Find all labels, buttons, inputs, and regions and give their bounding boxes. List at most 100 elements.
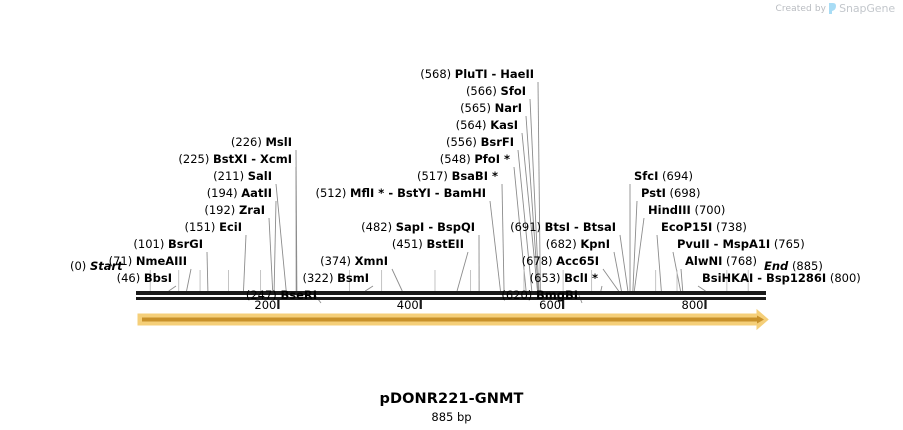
ruler-number: 400 (396, 298, 419, 312)
enzyme-name: MslI (265, 135, 292, 149)
enzyme-label: (566) SfoI (466, 85, 526, 98)
enzyme-label: SfcI (694) (634, 170, 693, 183)
enzyme-label: (512) MflI * - BstYI - BamHI (315, 187, 486, 200)
enzyme-label: (620) BmgBI (501, 289, 578, 302)
enzyme-name: BsrFI (480, 135, 514, 149)
enzyme-label: (192) ZraI (204, 204, 265, 217)
enzyme-name: BtsI - BtsaI (544, 220, 616, 234)
enzyme-position: (800) (829, 271, 861, 285)
enzyme-position: (46) (116, 271, 141, 285)
enzyme-name: SfcI (634, 169, 659, 183)
enzyme-position: (691) (510, 220, 542, 234)
enzyme-leader-line (168, 285, 177, 292)
enzyme-position: (768) (726, 254, 757, 268)
enzyme-name: BsmI (337, 271, 369, 285)
enzyme-name: BclI * (564, 271, 598, 285)
enzyme-label: (451) BstEII (392, 238, 464, 251)
enzyme-label: (653) BclI * (530, 272, 598, 285)
enzyme-position: (211) (213, 169, 245, 183)
enzyme-name: BseRI (280, 288, 317, 302)
enzyme-position: (322) (302, 271, 334, 285)
enzyme-leader-line (206, 251, 209, 292)
enzyme-label: PstI (698) (641, 187, 700, 200)
orf-arrow (137, 308, 769, 331)
enzyme-position: (738) (715, 220, 747, 234)
enzyme-position: (556) (445, 135, 477, 149)
enzyme-label: (517) BsaBI * (417, 170, 498, 183)
enzyme-position: (564) (455, 118, 487, 132)
enzyme-leader-line (273, 200, 277, 292)
enzyme-position: (451) (391, 237, 423, 251)
enzyme-name: EcoP15I (661, 220, 713, 234)
enzyme-name: AatII (241, 186, 272, 200)
enzyme-position: (568) (420, 67, 452, 81)
enzyme-name: Acc65I (556, 254, 599, 268)
enzyme-position: (247) (245, 288, 277, 302)
enzyme-position: (374) (320, 254, 352, 268)
minor-hash-marks (149, 270, 749, 291)
enzyme-label: (151) EciI (185, 221, 243, 234)
enzyme-name: BmgBI (535, 288, 578, 302)
enzyme-position: (566) (465, 84, 497, 98)
enzyme-name: NmeAIII (135, 254, 187, 268)
end-label: End (885) (764, 259, 823, 273)
enzyme-name: KpnI (580, 237, 610, 251)
enzyme-name: BsaBI * (451, 169, 498, 183)
enzyme-leader-line (656, 234, 662, 292)
enzyme-name: PluTI - HaeII (454, 67, 534, 81)
enzyme-position: (653) (529, 271, 561, 285)
enzyme-name: SapI - BspQI (395, 220, 475, 234)
enzyme-leader-line (680, 268, 684, 292)
enzyme-leader-line (186, 268, 192, 292)
enzyme-label: (247) BseRI (246, 289, 317, 302)
enzyme-position: (71) (108, 254, 133, 268)
enzyme-leader-line (602, 268, 620, 292)
enzyme-label: (548) PfoI * (440, 153, 510, 166)
enzyme-label: (682) KpnI (546, 238, 610, 251)
enzyme-leader-line (633, 217, 645, 292)
enzyme-name: BsiHKAI - Bsp1286I (702, 271, 827, 285)
enzyme-label: (226) MslI (231, 136, 292, 149)
enzyme-label: (565) NarI (460, 102, 522, 115)
enzyme-position: (192) (204, 203, 236, 217)
ruler-number: 800 (681, 298, 704, 312)
enzyme-label: (564) KasI (456, 119, 518, 132)
enzyme-position: (678) (521, 254, 553, 268)
enzyme-label: (194) AatII (207, 187, 272, 200)
enzyme-leader-line (613, 251, 622, 292)
enzyme-position: (620) (501, 288, 533, 302)
enzyme-position: (565) (460, 101, 491, 115)
enzyme-position: (226) (230, 135, 262, 149)
enzyme-name: SfoI (500, 84, 526, 98)
enzyme-name: PvuII - MspA1I (677, 237, 771, 251)
enzyme-leader-line (364, 285, 374, 292)
enzyme-label: AlwNI (768) (685, 255, 757, 268)
enzyme-position: (765) (773, 237, 805, 251)
enzyme-leader-line (295, 149, 298, 292)
watermark-prefix: Created by (775, 3, 827, 14)
enzyme-name: BsrGI (168, 237, 203, 251)
enzyme-label: (322) BsmI (303, 272, 369, 285)
enzyme-label: (374) XmnI (320, 255, 388, 268)
enzyme-leader-line (619, 234, 629, 292)
enzyme-name: BstXI - XcmI (213, 152, 292, 166)
enzyme-label: (482) SapI - BspQI (361, 221, 475, 234)
enzyme-label: (691) BtsI - BtsaI (510, 221, 616, 234)
enzyme-label: (556) BsrFI (446, 136, 514, 149)
enzyme-label: (46) BbsI (117, 272, 172, 285)
enzyme-name: EciI (219, 220, 242, 234)
enzyme-position: (101) (133, 237, 165, 251)
enzyme-leader-line (632, 200, 638, 292)
enzyme-position: (512) (315, 186, 347, 200)
enzyme-position: (517) (416, 169, 448, 183)
enzyme-name: MflI * - BstYI - BamHI (350, 186, 486, 200)
enzyme-name: PstI (641, 186, 666, 200)
enzyme-label: (101) BsrGI (133, 238, 203, 251)
enzyme-leader-line (456, 251, 469, 292)
enzyme-position: (225) (178, 152, 210, 166)
watermark-brand: SnapGene (839, 2, 895, 15)
ruler-tick-marks (277, 300, 707, 309)
enzyme-position: (694) (662, 169, 693, 183)
ruler-number: 600 (539, 298, 562, 312)
